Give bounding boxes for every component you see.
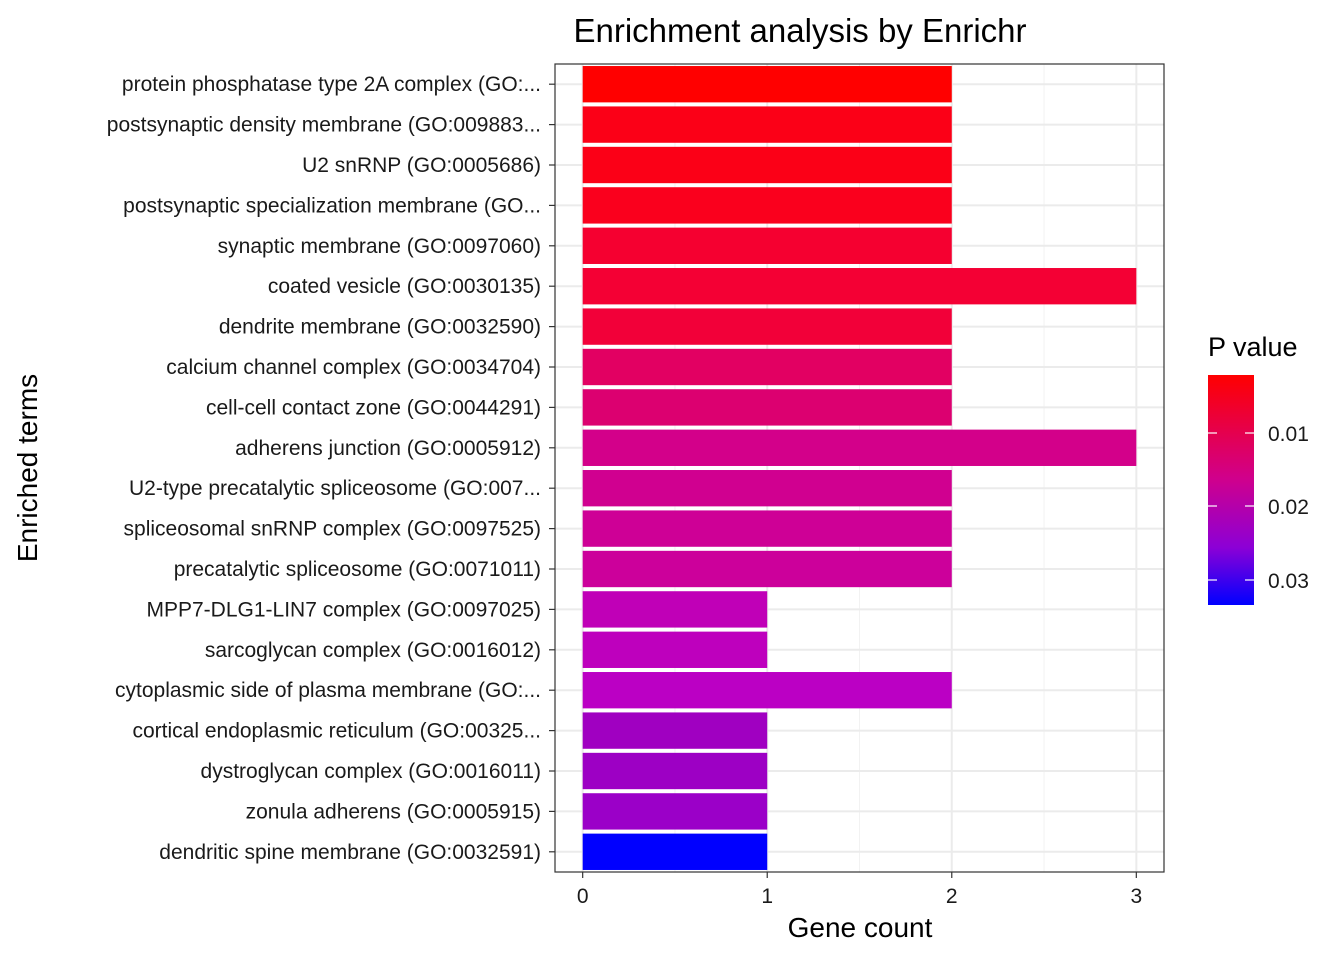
legend-tick-label: 0.03	[1268, 570, 1309, 593]
legend-tick-label: 0.01	[1268, 423, 1309, 446]
bar	[582, 106, 952, 143]
bar	[582, 672, 952, 709]
y-tick-label: U2 snRNP (GO:0005686)	[302, 154, 541, 177]
y-axis: protein phosphatase type 2A complex (GO:…	[107, 73, 555, 864]
y-tick-label: protein phosphatase type 2A complex (GO:…	[122, 73, 541, 96]
y-tick-label: precatalytic spliceosome (GO:0071011)	[174, 558, 541, 581]
bar	[582, 429, 1137, 466]
legend-title: P value	[1208, 332, 1298, 362]
y-tick-label: sarcoglycan complex (GO:0016012)	[205, 639, 541, 662]
bar	[582, 66, 952, 103]
y-tick-label: dendritic spine membrane (GO:0032591)	[159, 841, 541, 864]
bar	[582, 268, 1137, 305]
y-tick-label: coated vesicle (GO:0030135)	[268, 275, 541, 298]
y-tick-label: MPP7-DLG1-LIN7 complex (GO:0097025)	[147, 598, 542, 621]
y-tick-label: calcium channel complex (GO:0034704)	[166, 356, 541, 379]
bar	[582, 187, 952, 224]
y-tick-label: synaptic membrane (GO:0097060)	[218, 235, 541, 258]
legend-tick-label: 0.02	[1268, 496, 1309, 519]
bar	[582, 833, 768, 870]
y-tick-label: dystroglycan complex (GO:0016011)	[201, 760, 541, 783]
x-tick-label: 0	[577, 885, 589, 908]
color-legend: P value 0.01 0.02 0.03	[1208, 332, 1309, 605]
legend-ticks: 0.01 0.02 0.03	[1208, 423, 1309, 593]
y-tick-label: postsynaptic specialization membrane (GO…	[123, 194, 541, 217]
x-axis: 0 1 2 3	[577, 872, 1142, 908]
bar	[582, 712, 768, 749]
x-tick-label: 3	[1130, 885, 1142, 908]
bar	[582, 470, 952, 507]
y-tick-label: cytoplasmic side of plasma membrane (GO:…	[115, 679, 541, 702]
bar	[582, 308, 952, 345]
y-tick-label: spliceosomal snRNP complex (GO:0097525)	[124, 518, 541, 541]
bar	[582, 227, 952, 264]
x-axis-label: Gene count	[788, 912, 933, 943]
bar	[582, 348, 952, 386]
bar	[582, 389, 952, 426]
bar	[582, 510, 952, 547]
y-tick-label: postsynaptic density membrane (GO:009883…	[107, 114, 541, 137]
bar	[582, 793, 768, 830]
y-tick-label: cortical endoplasmic reticulum (GO:00325…	[132, 720, 541, 743]
legend-colorbar	[1208, 375, 1254, 605]
bar	[582, 752, 768, 790]
bar	[582, 146, 952, 184]
chart-title: Enrichment analysis by Enrichr	[573, 12, 1026, 49]
bars	[582, 66, 1137, 870]
y-tick-label: U2-type precatalytic spliceosome (GO:007…	[129, 477, 541, 500]
plot-border	[554, 63, 1165, 873]
bar	[582, 550, 952, 588]
y-tick-label: cell-cell contact zone (GO:0044291)	[206, 396, 541, 419]
y-tick-label: adherens junction (GO:0005912)	[235, 437, 541, 460]
y-tick-label: zonula adherens (GO:0005915)	[246, 800, 541, 823]
x-tick-label: 1	[761, 885, 773, 908]
bar	[582, 631, 768, 668]
bar	[582, 591, 768, 628]
x-tick-label: 2	[946, 885, 958, 908]
y-axis-label: Enriched terms	[12, 374, 43, 562]
y-tick-label: dendrite membrane (GO:0032590)	[219, 316, 541, 339]
